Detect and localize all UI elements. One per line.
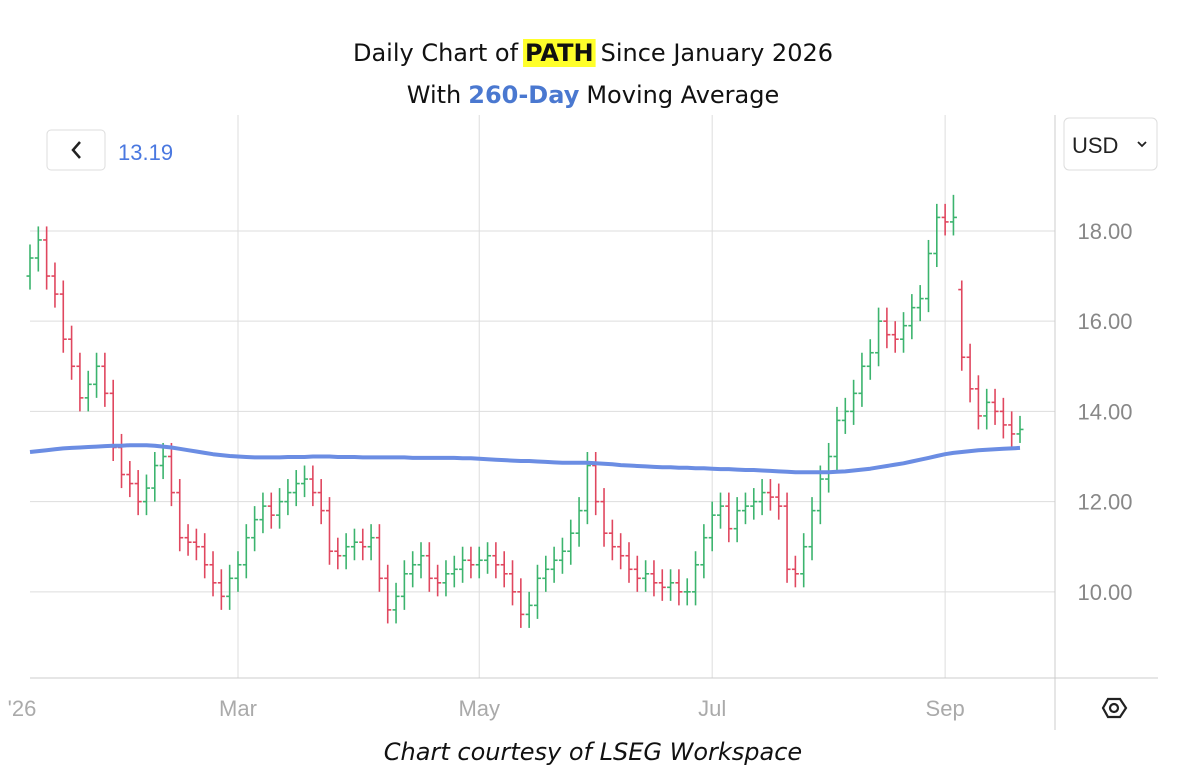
subtitle-text: With (407, 81, 462, 109)
subtitle-text: Moving Average (586, 81, 779, 109)
settings-button[interactable] (1101, 697, 1128, 719)
dropdown-icon[interactable] (1137, 141, 1147, 148)
title-text: Since January 2026 (601, 39, 833, 67)
x-tick-label: Sep (926, 696, 965, 721)
settings-icon[interactable] (1101, 697, 1128, 719)
x-tick-label: May (458, 696, 500, 721)
back-icon[interactable] (71, 141, 81, 159)
x-tick-label: Mar (219, 696, 257, 721)
y-tick-label: 12.00 (1077, 490, 1132, 515)
y-tick-label: 16.00 (1077, 309, 1132, 334)
x-tick-label: '26 (8, 696, 37, 721)
y-tick-label: 14.00 (1077, 399, 1132, 424)
chart-title: Daily Chart of PATH Since January 2026 (353, 39, 833, 67)
currency-label[interactable]: USD (1072, 133, 1118, 158)
back-button[interactable] (46, 129, 106, 171)
y-tick-label: 10.00 (1077, 580, 1132, 605)
grid (30, 115, 1055, 678)
currency-box[interactable] (1063, 117, 1158, 171)
ma-last-value: 13.19 (118, 140, 173, 165)
source-note: Chart courtesy of LSEG Workspace (384, 738, 802, 766)
title-text: Daily Chart of (353, 39, 519, 67)
settings-icon-center[interactable] (1108, 702, 1120, 714)
moving-average-line (29, 443, 1021, 475)
back-button-box[interactable] (46, 129, 106, 171)
title-ticker: PATH (525, 39, 594, 67)
y-tick-label: 18.00 (1077, 219, 1132, 244)
subtitle-highlight: 260-Day (468, 81, 579, 109)
chart-subtitle: With 260-Day Moving Average (407, 81, 779, 109)
ticker-highlight (523, 39, 596, 67)
currency-selector[interactable]: USD (1063, 117, 1158, 171)
x-tick-label: Jul (698, 696, 726, 721)
